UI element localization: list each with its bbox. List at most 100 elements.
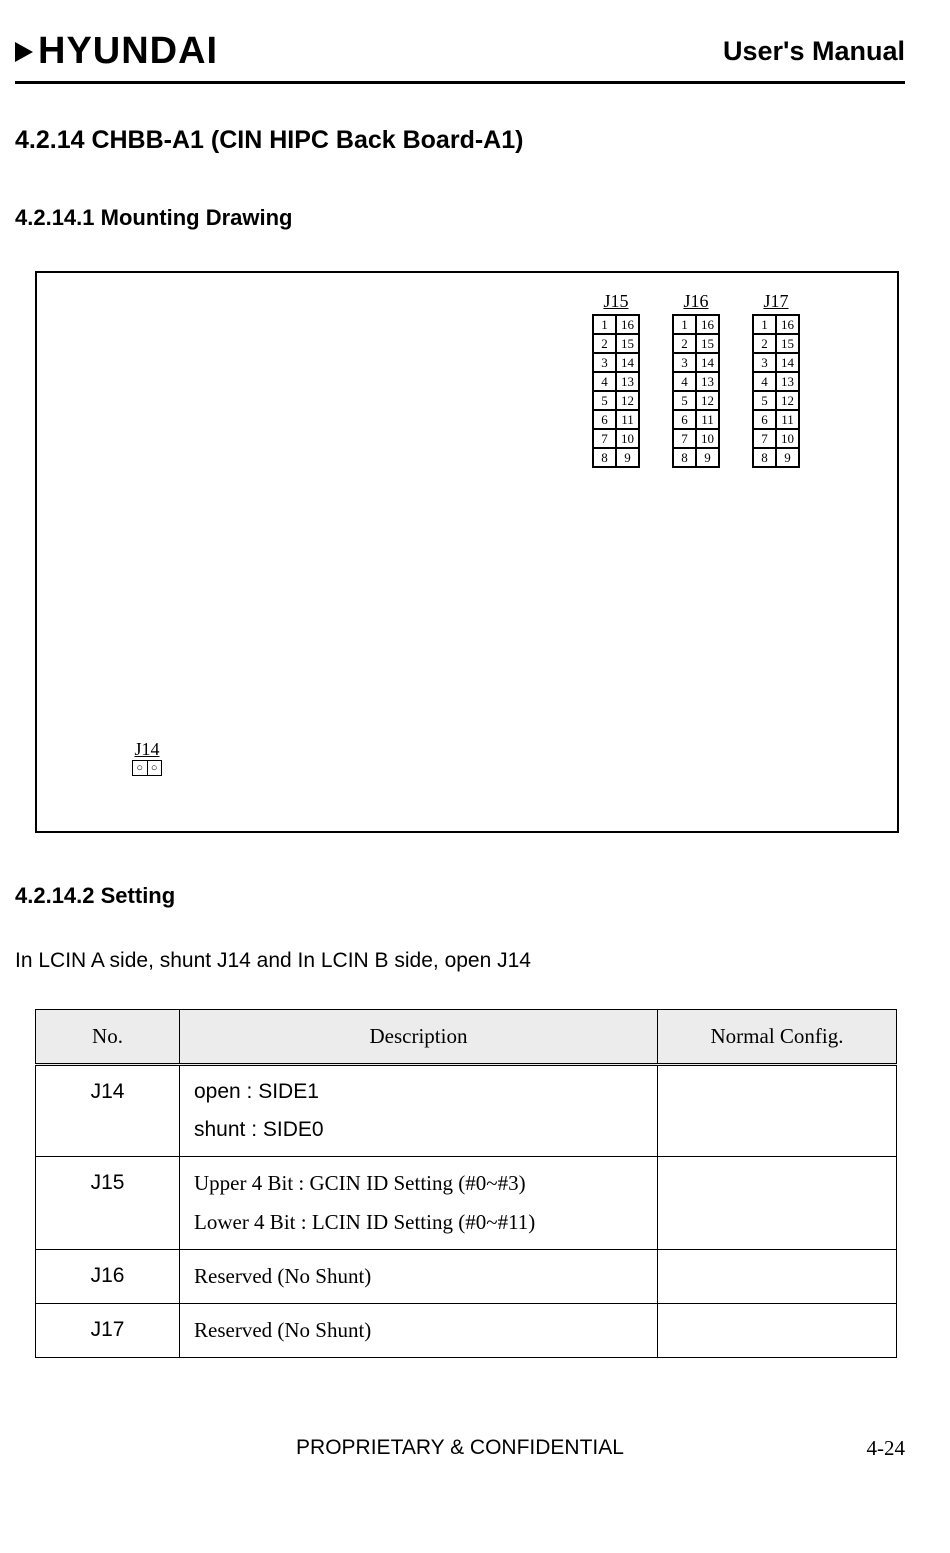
pin-cell: 6 xyxy=(753,410,776,429)
pin-cell: 13 xyxy=(696,372,719,391)
pin-cell: 15 xyxy=(776,334,799,353)
page: HYUNDAI User's Manual 4.2.14 CHBB-A1 (CI… xyxy=(0,0,950,1553)
pin-cell: 8 xyxy=(593,448,616,467)
cell-normal-config xyxy=(658,1157,897,1250)
subsection-setting: 4.2.14.2 Setting xyxy=(15,883,905,909)
pin-cell: 2 xyxy=(673,334,696,353)
pin-cell: 16 xyxy=(616,315,639,334)
desc-line: shunt : SIDE0 xyxy=(194,1118,643,1142)
desc-line: open : SIDE1 xyxy=(194,1080,643,1104)
pin-cell: 14 xyxy=(616,353,639,372)
pin-cell: 7 xyxy=(673,429,696,448)
desc-line: Lower 4 Bit : LCIN ID Setting (#0~#11) xyxy=(194,1210,643,1235)
settings-table: No. Description Normal Config. J14open :… xyxy=(35,1009,897,1358)
connector-grid: 11621531441351261171089 xyxy=(752,314,800,468)
connector-label: J15 xyxy=(592,291,640,312)
connector-j15: J1511621531441351261171089 xyxy=(592,291,640,468)
manual-title: User's Manual xyxy=(723,36,905,67)
pin-cell: 5 xyxy=(753,391,776,410)
table-row: J16 Reserved (No Shunt) xyxy=(36,1250,897,1304)
mounting-diagram: J14 ○ ○ J1511621531441351261171089J16116… xyxy=(35,271,899,833)
pin-cell: 15 xyxy=(696,334,719,353)
pin-cell: 10 xyxy=(616,429,639,448)
connector-j16: J1611621531441351261171089 xyxy=(672,291,720,468)
jumper-j14: J14 ○ ○ xyxy=(132,739,162,776)
connector-grid: 11621531441351261171089 xyxy=(592,314,640,468)
pin-cell: 9 xyxy=(616,448,639,467)
page-num: 24 xyxy=(884,1436,905,1460)
j14-pin-1: ○ xyxy=(133,761,147,775)
pin-cell: 3 xyxy=(673,353,696,372)
setting-intro-text: In LCIN A side, shunt J14 and In LCIN B … xyxy=(15,949,905,973)
connector-label: J17 xyxy=(752,291,800,312)
pin-cell: 2 xyxy=(593,334,616,353)
logo-triangle-icon xyxy=(15,42,33,62)
pin-cell: 1 xyxy=(673,315,696,334)
cell-no: J17 xyxy=(36,1304,180,1358)
pin-cell: 5 xyxy=(673,391,696,410)
section-heading: 4.2.14 CHBB-A1 (CIN HIPC Back Board-A1) xyxy=(15,126,905,155)
j14-label: J14 xyxy=(132,739,162,760)
pin-cell: 13 xyxy=(776,372,799,391)
pin-cell: 16 xyxy=(776,315,799,334)
connector-grid: 11621531441351261171089 xyxy=(672,314,720,468)
cell-description: Reserved (No Shunt) xyxy=(180,1250,658,1304)
pin-cell: 7 xyxy=(753,429,776,448)
pin-cell: 12 xyxy=(776,391,799,410)
subsection-mounting: 4.2.14.1 Mounting Drawing xyxy=(15,205,905,231)
desc-line: Reserved (No Shunt) xyxy=(194,1318,643,1343)
pin-cell: 1 xyxy=(753,315,776,334)
pin-cell: 10 xyxy=(696,429,719,448)
pin-cell: 12 xyxy=(616,391,639,410)
connector-label: J16 xyxy=(672,291,720,312)
footer-page-number: 4-24 xyxy=(835,1436,905,1461)
cell-description: open : SIDE1 shunt : SIDE0 xyxy=(180,1065,658,1157)
pin-cell: 6 xyxy=(593,410,616,429)
pin-cell: 4 xyxy=(673,372,696,391)
pin-cell: 14 xyxy=(776,353,799,372)
j14-pins: ○ ○ xyxy=(132,760,162,776)
pin-cell: 13 xyxy=(616,372,639,391)
cell-no: J15 xyxy=(36,1157,180,1250)
pin-cell: 12 xyxy=(696,391,719,410)
table-row: J15Upper 4 Bit : GCIN ID Setting (#0~#3)… xyxy=(36,1157,897,1250)
table-body: J14open : SIDE1shunt : SIDE0J15Upper 4 B… xyxy=(36,1065,897,1358)
brand-logo: HYUNDAI xyxy=(15,30,218,73)
desc-line: Upper 4 Bit : GCIN ID Setting (#0~#3) xyxy=(194,1171,643,1196)
pin-cell: 3 xyxy=(753,353,776,372)
desc-line: Reserved (No Shunt) xyxy=(194,1264,643,1289)
footer-center: PROPRIETARY & CONFIDENTIAL xyxy=(85,1436,835,1461)
pin-cell: 2 xyxy=(753,334,776,353)
pin-cell: 6 xyxy=(673,410,696,429)
cell-description: Reserved (No Shunt) xyxy=(180,1304,658,1358)
table-row: J17 Reserved (No Shunt) xyxy=(36,1304,897,1358)
page-prefix: 4- xyxy=(867,1436,885,1460)
pin-cell: 7 xyxy=(593,429,616,448)
pin-cell: 3 xyxy=(593,353,616,372)
pin-cell: 14 xyxy=(696,353,719,372)
th-no: No. xyxy=(36,1010,180,1065)
page-footer: PROPRIETARY & CONFIDENTIAL 4-24 xyxy=(15,1436,905,1461)
pin-cell: 16 xyxy=(696,315,719,334)
cell-no: J14 xyxy=(36,1065,180,1157)
th-desc: Description xyxy=(180,1010,658,1065)
pin-cell: 4 xyxy=(753,372,776,391)
table-header-row: No. Description Normal Config. xyxy=(36,1010,897,1065)
pin-cell: 15 xyxy=(616,334,639,353)
pin-cell: 11 xyxy=(616,410,639,429)
th-normal: Normal Config. xyxy=(658,1010,897,1065)
page-header: HYUNDAI User's Manual xyxy=(15,30,905,84)
pin-cell: 8 xyxy=(753,448,776,467)
logo-text: HYUNDAI xyxy=(38,30,218,73)
table-row: J14 open : SIDE1 shunt : SIDE0 xyxy=(36,1065,897,1157)
cell-normal-config xyxy=(658,1250,897,1304)
pin-cell: 9 xyxy=(776,448,799,467)
j14-pin-2: ○ xyxy=(147,761,162,775)
cell-description: Upper 4 Bit : GCIN ID Setting (#0~#3) Low… xyxy=(180,1157,658,1250)
pin-cell: 4 xyxy=(593,372,616,391)
footer-spacer xyxy=(15,1436,85,1461)
pin-cell: 10 xyxy=(776,429,799,448)
cell-normal-config xyxy=(658,1065,897,1157)
pin-cell: 1 xyxy=(593,315,616,334)
cell-no: J16 xyxy=(36,1250,180,1304)
